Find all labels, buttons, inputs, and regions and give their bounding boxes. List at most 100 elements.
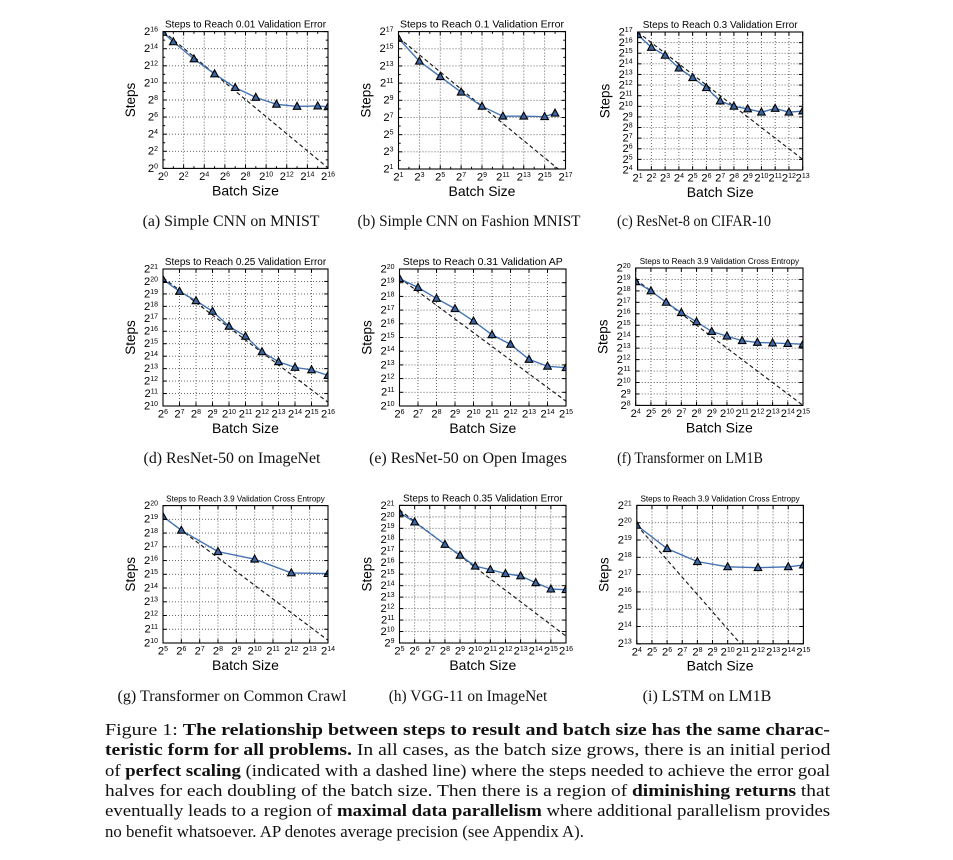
svg-text:221: 221 xyxy=(618,500,632,512)
svg-text:210: 210 xyxy=(380,400,394,412)
svg-text:215: 215 xyxy=(618,604,632,616)
svg-text:217: 217 xyxy=(380,546,394,558)
svg-text:Steps: Steps xyxy=(123,557,138,592)
svg-text:212: 212 xyxy=(503,409,517,421)
svg-text:Steps: Steps xyxy=(359,320,374,355)
svg-text:28: 28 xyxy=(622,122,632,134)
svg-text:26: 26 xyxy=(410,646,420,658)
svg-text:210: 210 xyxy=(380,626,394,638)
svg-text:220: 220 xyxy=(144,500,158,512)
svg-text:25: 25 xyxy=(647,646,657,658)
svg-text:220: 220 xyxy=(380,263,394,275)
svg-text:25: 25 xyxy=(383,129,393,141)
svg-text:215: 215 xyxy=(304,409,318,421)
svg-text:210: 210 xyxy=(144,77,158,89)
svg-text:214: 214 xyxy=(144,43,158,55)
svg-text:22: 22 xyxy=(148,146,158,158)
svg-text:210: 210 xyxy=(721,646,735,658)
svg-text:28: 28 xyxy=(148,94,158,106)
svg-text:29: 29 xyxy=(231,646,241,658)
svg-text:210: 210 xyxy=(468,646,482,658)
svg-text:26: 26 xyxy=(220,171,230,183)
svg-text:27: 27 xyxy=(425,646,435,658)
svg-text:26: 26 xyxy=(622,143,632,155)
svg-text:214: 214 xyxy=(540,409,554,421)
svg-text:211: 211 xyxy=(381,387,395,399)
svg-text:25: 25 xyxy=(394,646,404,658)
svg-text:213: 213 xyxy=(144,596,158,608)
svg-text:210: 210 xyxy=(259,171,273,183)
svg-text:213: 213 xyxy=(303,646,317,658)
svg-text:213: 213 xyxy=(618,638,632,650)
svg-text:22: 22 xyxy=(179,171,189,183)
svg-text:27: 27 xyxy=(622,133,632,145)
svg-text:27: 27 xyxy=(677,646,687,658)
svg-text:217: 217 xyxy=(144,541,158,553)
svg-text:Steps to Reach 0.1 Validation: Steps to Reach 0.1 Validation Error xyxy=(400,19,565,31)
svg-text:20: 20 xyxy=(158,171,168,183)
svg-text:Batch Size: Batch Size xyxy=(687,184,754,200)
svg-text:22: 22 xyxy=(646,173,656,185)
svg-text:214: 214 xyxy=(144,351,158,363)
svg-text:24: 24 xyxy=(631,408,641,420)
svg-text:212: 212 xyxy=(284,646,298,658)
svg-text:220: 220 xyxy=(144,276,158,288)
svg-text:28: 28 xyxy=(240,171,250,183)
svg-text:28: 28 xyxy=(440,646,450,658)
svg-text:216: 216 xyxy=(380,318,394,330)
svg-text:219: 219 xyxy=(380,277,394,289)
svg-text:212: 212 xyxy=(144,376,158,388)
svg-text:Steps: Steps xyxy=(597,83,612,118)
svg-text:214: 214 xyxy=(380,346,394,358)
svg-text:213: 213 xyxy=(271,409,285,421)
svg-text:220: 220 xyxy=(618,517,632,529)
svg-text:213: 213 xyxy=(796,173,810,185)
svg-text:28: 28 xyxy=(621,400,631,412)
svg-text:Steps to Reach 0.01 Validation: Steps to Reach 0.01 Validation Error xyxy=(165,20,327,31)
svg-text:215: 215 xyxy=(796,408,810,420)
svg-text:210: 210 xyxy=(248,646,262,658)
svg-text:214: 214 xyxy=(617,331,631,343)
svg-text:25: 25 xyxy=(646,408,656,420)
svg-text:26: 26 xyxy=(394,409,404,421)
svg-text:212: 212 xyxy=(751,646,765,658)
svg-text:25: 25 xyxy=(622,154,632,166)
svg-text:211: 211 xyxy=(496,172,510,184)
svg-text:217: 217 xyxy=(379,26,393,38)
svg-text:217: 217 xyxy=(380,305,394,317)
svg-text:Steps: Steps xyxy=(123,82,138,117)
svg-text:210: 210 xyxy=(466,409,480,421)
svg-text:Batch Size: Batch Size xyxy=(212,182,279,198)
svg-text:211: 211 xyxy=(266,646,280,658)
svg-text:213: 213 xyxy=(514,646,528,658)
svg-text:214: 214 xyxy=(529,646,543,658)
svg-text:215: 215 xyxy=(379,43,393,55)
svg-text:212: 212 xyxy=(280,171,294,183)
svg-text:216: 216 xyxy=(321,409,335,421)
svg-text:26: 26 xyxy=(701,173,711,185)
svg-text:212: 212 xyxy=(144,610,158,622)
svg-text:211: 211 xyxy=(485,409,499,421)
svg-text:217: 217 xyxy=(617,297,631,309)
svg-text:216: 216 xyxy=(618,586,632,598)
svg-text:213: 213 xyxy=(380,359,394,371)
svg-text:214: 214 xyxy=(321,646,335,658)
svg-text:23: 23 xyxy=(660,173,670,185)
svg-text:Steps: Steps xyxy=(597,557,612,592)
svg-text:26: 26 xyxy=(176,646,186,658)
svg-text:29: 29 xyxy=(707,646,717,658)
svg-text:24: 24 xyxy=(148,129,158,141)
svg-text:Batch Size: Batch Size xyxy=(212,420,279,436)
svg-text:23: 23 xyxy=(414,172,424,184)
svg-text:212: 212 xyxy=(255,409,269,421)
svg-text:Steps to Reach 0.25 Validation: Steps to Reach 0.25 Validation Error xyxy=(165,257,327,268)
svg-text:221: 221 xyxy=(380,500,394,512)
svg-text:24: 24 xyxy=(622,164,632,176)
svg-text:Batch Size: Batch Size xyxy=(686,419,753,435)
svg-text:216: 216 xyxy=(321,171,335,183)
svg-text:27: 27 xyxy=(174,409,184,421)
svg-text:211: 211 xyxy=(381,615,395,627)
svg-text:213: 213 xyxy=(766,408,780,420)
svg-text:218: 218 xyxy=(380,534,394,546)
svg-text:216: 216 xyxy=(144,26,158,38)
